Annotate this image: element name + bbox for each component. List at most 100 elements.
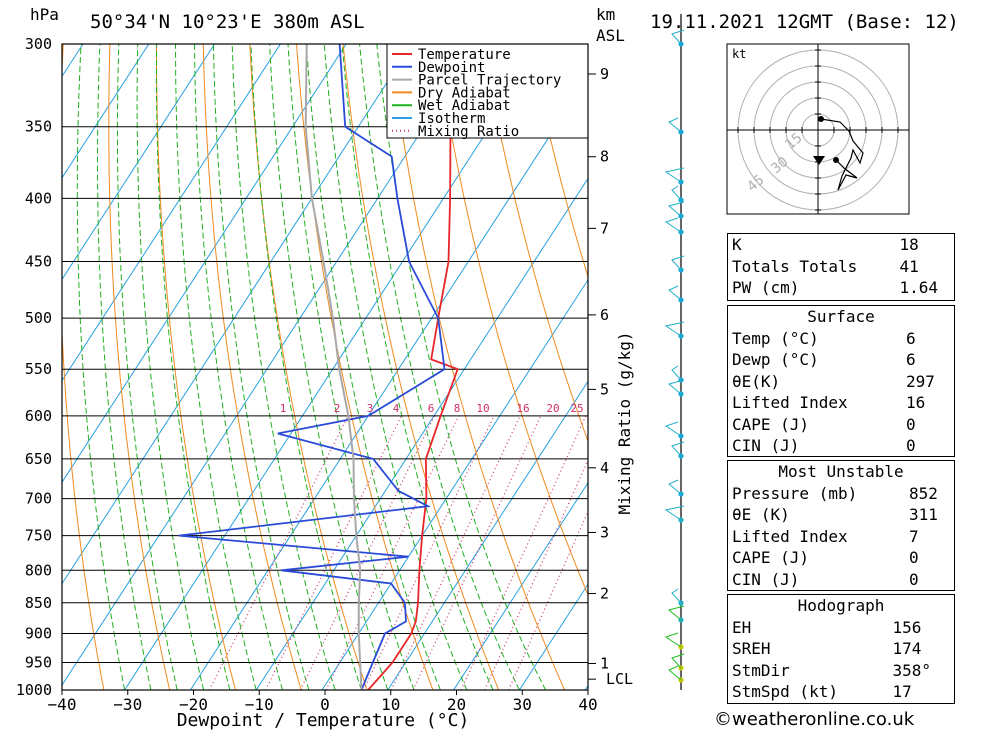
wind-barb (664, 217, 682, 233)
legend-label: Parcel Trajectory (418, 73, 561, 89)
isotherm-line (62, 44, 281, 382)
temp-tick-label: 40 (578, 695, 597, 714)
wind-barb (667, 605, 685, 621)
mixing-ratio-label: 16 (516, 402, 529, 415)
wet-adiabat-line (136, 44, 205, 690)
isotherm-line (62, 44, 479, 686)
index-value: 852 (908, 483, 938, 503)
isotherm-line (255, 177, 588, 690)
temp-tick-label: 10 (381, 695, 400, 714)
wind-barb (664, 321, 685, 337)
wind-barb (664, 505, 685, 521)
isotherm-line (453, 481, 588, 690)
legend-label: Mixing Ratio (418, 124, 519, 140)
isotherm-line (321, 278, 588, 690)
index-label: CAPE (J) (732, 548, 810, 567)
index-label: PW (cm) (732, 278, 800, 297)
dry-adiabat-line (529, 44, 588, 279)
hodograph-point (833, 157, 839, 163)
legend-label: Dewpoint (418, 60, 485, 76)
mixing-ratio-line (208, 415, 349, 690)
wet-adiabat-line (97, 44, 152, 690)
index-value: 18 (899, 235, 919, 254)
general-indices-box: K 18 Totals Totals 41 PW (cm) 1.64 (727, 233, 955, 301)
hodograph-unit-label: kt (732, 47, 746, 61)
pressure-tick-label: 500 (25, 309, 52, 327)
index-value: 7 (908, 526, 919, 546)
temp-tick-label: −10 (245, 695, 274, 714)
isotherm-line (0, 44, 17, 690)
wind-barb (671, 29, 685, 45)
isotherm-line (62, 44, 216, 281)
dry-adiabat-line (389, 44, 565, 690)
plot-frame (61, 43, 589, 691)
mixing-ratio-label: 25 (570, 402, 583, 415)
index-value: 297 (906, 371, 935, 391)
km-label: 2 (600, 585, 609, 603)
wind-barb (671, 365, 682, 381)
isotherm-line (124, 44, 545, 690)
dry-adiabat-line (996, 44, 1000, 690)
index-value: 358° (892, 660, 931, 680)
wind-barb (671, 588, 682, 604)
pressure-tick-label: 650 (25, 450, 52, 468)
hodograph-ring-label: 45 (744, 172, 767, 195)
index-value: 174 (892, 639, 922, 658)
index-value: 6 (906, 328, 916, 348)
credit-link[interactable]: ©weatheronline.co.uk (714, 709, 915, 730)
dry-adiabat-line (156, 44, 236, 690)
mixing-ratio-line (508, 510, 588, 690)
isotherm-line (62, 44, 413, 585)
index-label: Lifted Index (732, 526, 848, 546)
legend-label: Dry Adiabat (418, 85, 511, 101)
index-label: K (732, 235, 742, 254)
temperature-profile (367, 44, 459, 690)
wet-adiabat-line (116, 44, 178, 690)
pressure-tick-label: 300 (25, 35, 52, 53)
mixing-ratio-axis-label: Mixing Ratio (g/kg) (615, 331, 634, 514)
mixing-ratio-line (363, 415, 495, 690)
mixing-ratio-label: 3 (367, 402, 374, 415)
wind-barb (671, 185, 682, 201)
wet-adiabat-line (212, 44, 310, 690)
index-label: CIN (J) (732, 569, 800, 589)
wind-barb (668, 285, 682, 301)
index-value: 0 (908, 548, 919, 567)
wind-barb (667, 201, 685, 217)
pressure-tick-label: 600 (25, 407, 52, 425)
pressure-tick-label: 550 (25, 360, 52, 378)
index-label: StmSpd (kt) (732, 682, 838, 701)
surface-title: Surface (807, 307, 875, 326)
km-label: 5 (600, 380, 609, 398)
mixing-ratio-label: 10 (476, 402, 489, 415)
mixing-ratio-label: 8 (454, 402, 461, 415)
index-row-k: K 18 (728, 234, 954, 256)
km-label: 8 (600, 148, 609, 166)
hpa-unit-label: hPa (30, 5, 59, 24)
km-label: 9 (600, 65, 609, 83)
wet-adiabat-line (76, 44, 126, 690)
mixing-ratio-line (325, 415, 460, 690)
mixing-ratio-label: 20 (546, 402, 559, 415)
pressure-tick-label: 400 (25, 189, 52, 207)
wind-barb (664, 167, 685, 183)
index-label: Totals Totals (732, 256, 858, 276)
wind-barb (664, 421, 682, 437)
dry-adiabat-line (296, 44, 434, 690)
asl-label: ASL (596, 26, 625, 45)
hodograph-trace (820, 118, 864, 191)
index-label: θE(K) (732, 371, 781, 391)
index-value: 311 (908, 505, 938, 524)
wind-barb (664, 632, 682, 648)
index-value: 41 (899, 256, 919, 276)
mixing-ratio-line (390, 415, 521, 690)
legend-label: Isotherm (418, 111, 485, 127)
wind-barb (668, 665, 682, 681)
surface-box: Surface Temp (°C) 6 Dewp (°C) 6 θE(K) 297 L… (727, 305, 955, 457)
index-value: 156 (892, 617, 922, 637)
pressure-tick-label: 950 (25, 653, 52, 671)
temp-tick-label: 30 (513, 695, 532, 714)
location-title: 50°34'N 10°23'E 380m ASL (90, 11, 365, 33)
